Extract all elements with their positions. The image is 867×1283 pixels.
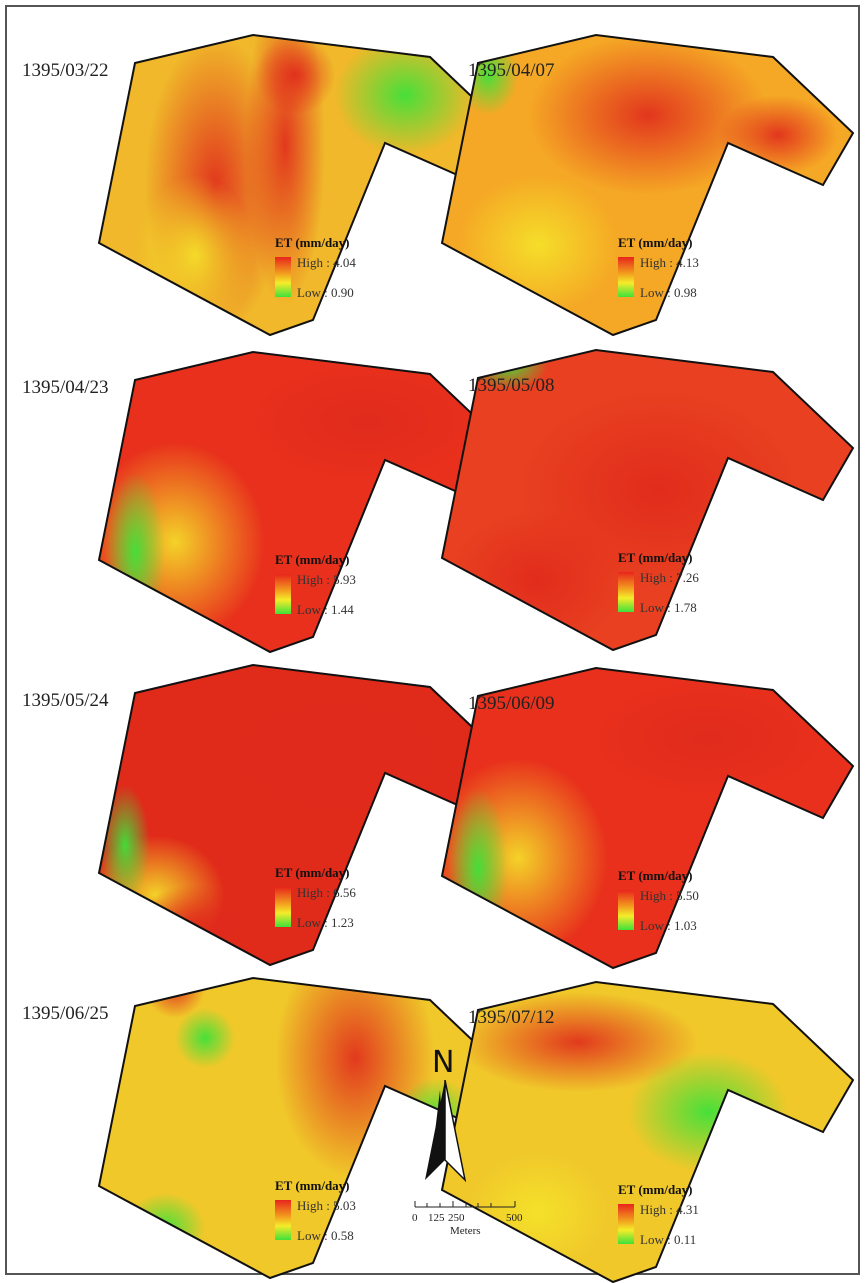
- et-zone: [528, 35, 768, 195]
- panel-date: 1395/06/09: [468, 693, 555, 714]
- et-map-panel: [440, 348, 867, 652]
- scale-tick-0: 0: [412, 1212, 418, 1224]
- et-map-panel: [97, 33, 535, 337]
- panel-date: 1395/07/12: [468, 1007, 555, 1028]
- scale-tick-500: 500: [506, 1212, 523, 1224]
- legend-color-ramp: [275, 887, 291, 927]
- legend-low: Low : 0.90: [297, 285, 354, 300]
- et-zone: [588, 678, 828, 798]
- legend-low: Low : 1.44: [297, 602, 354, 617]
- et-zone: [628, 1052, 788, 1172]
- scale-unit: Meters: [450, 1225, 481, 1237]
- north-arrow-and-scale: N 0 125 250 500 Meters: [410, 1045, 523, 1237]
- et-map-panel: [97, 350, 535, 654]
- legend-high: High : 6.56: [297, 885, 356, 900]
- legend-low: Low : 0.98: [640, 285, 697, 300]
- field-map: [97, 350, 512, 654]
- panel-date: 1395/03/22: [22, 60, 109, 81]
- panel-date: 1395/06/25: [22, 1003, 109, 1024]
- et-zone: [135, 175, 255, 335]
- legend-low: Low : 1.23: [297, 915, 354, 930]
- panel-date: 1395/05/08: [468, 375, 555, 396]
- panel-date: 1395/05/24: [22, 690, 109, 711]
- scale-bar: [414, 1201, 516, 1208]
- et-map-panel: [97, 976, 535, 1280]
- legend-high: High : 4.13: [640, 255, 699, 270]
- legend-high: High : 5.50: [640, 888, 699, 903]
- field-map: [440, 348, 855, 652]
- legend-color-ramp: [618, 890, 634, 930]
- et-zone: [195, 675, 475, 835]
- legend-title: ET (mm/day): [618, 868, 693, 883]
- legend-low: Low : 1.03: [640, 918, 697, 933]
- legend-high: High : 5.03: [297, 1198, 356, 1213]
- field-map: [97, 976, 512, 1280]
- legend-high: High : 5.93: [297, 572, 356, 587]
- legend-color-ramp: [618, 257, 634, 297]
- legend-color-ramp: [618, 572, 634, 612]
- field-map: [440, 980, 855, 1283]
- et-map-panel: [440, 33, 867, 337]
- legend-low: Low : 0.11: [640, 1232, 697, 1247]
- legend-color-ramp: [275, 1200, 291, 1240]
- et-zone: [245, 362, 485, 482]
- et-zone: [125, 1193, 205, 1263]
- panel-date: 1395/04/07: [468, 60, 555, 81]
- north-arrow-icon: [425, 1080, 467, 1183]
- legend-title: ET (mm/day): [618, 235, 693, 250]
- legend-color-ramp: [275, 257, 291, 297]
- legend-color-ramp: [275, 574, 291, 614]
- scale-tick-250: 250: [448, 1212, 465, 1224]
- et-zone: [100, 785, 150, 905]
- panel-date: 1395/04/23: [22, 377, 109, 398]
- legend-high: High : 4.04: [297, 255, 356, 270]
- legend-low: Low : 0.58: [297, 1228, 354, 1243]
- scale-tick-125: 125: [428, 1212, 445, 1224]
- legend-high: High : 4.31: [640, 1202, 699, 1217]
- legend-low: Low : 1.78: [640, 600, 697, 615]
- et-zone: [255, 35, 335, 115]
- north-label: N: [432, 1045, 455, 1080]
- legend-color-ramp: [618, 1204, 634, 1244]
- field-map: [440, 33, 855, 337]
- legend-title: ET (mm/day): [618, 550, 693, 565]
- et-map-panel: [440, 980, 867, 1283]
- legend-title: ET (mm/day): [275, 235, 350, 250]
- field-map: [97, 33, 512, 337]
- et-zone: [718, 95, 838, 175]
- legend-high: High : 7.26: [640, 570, 699, 585]
- legend-title: ET (mm/day): [275, 552, 350, 567]
- legend-title: ET (mm/day): [275, 865, 350, 880]
- legend-title: ET (mm/day): [275, 1178, 350, 1193]
- legend-title: ET (mm/day): [618, 1182, 693, 1197]
- et-zone: [175, 1008, 235, 1068]
- et-zone: [458, 992, 698, 1092]
